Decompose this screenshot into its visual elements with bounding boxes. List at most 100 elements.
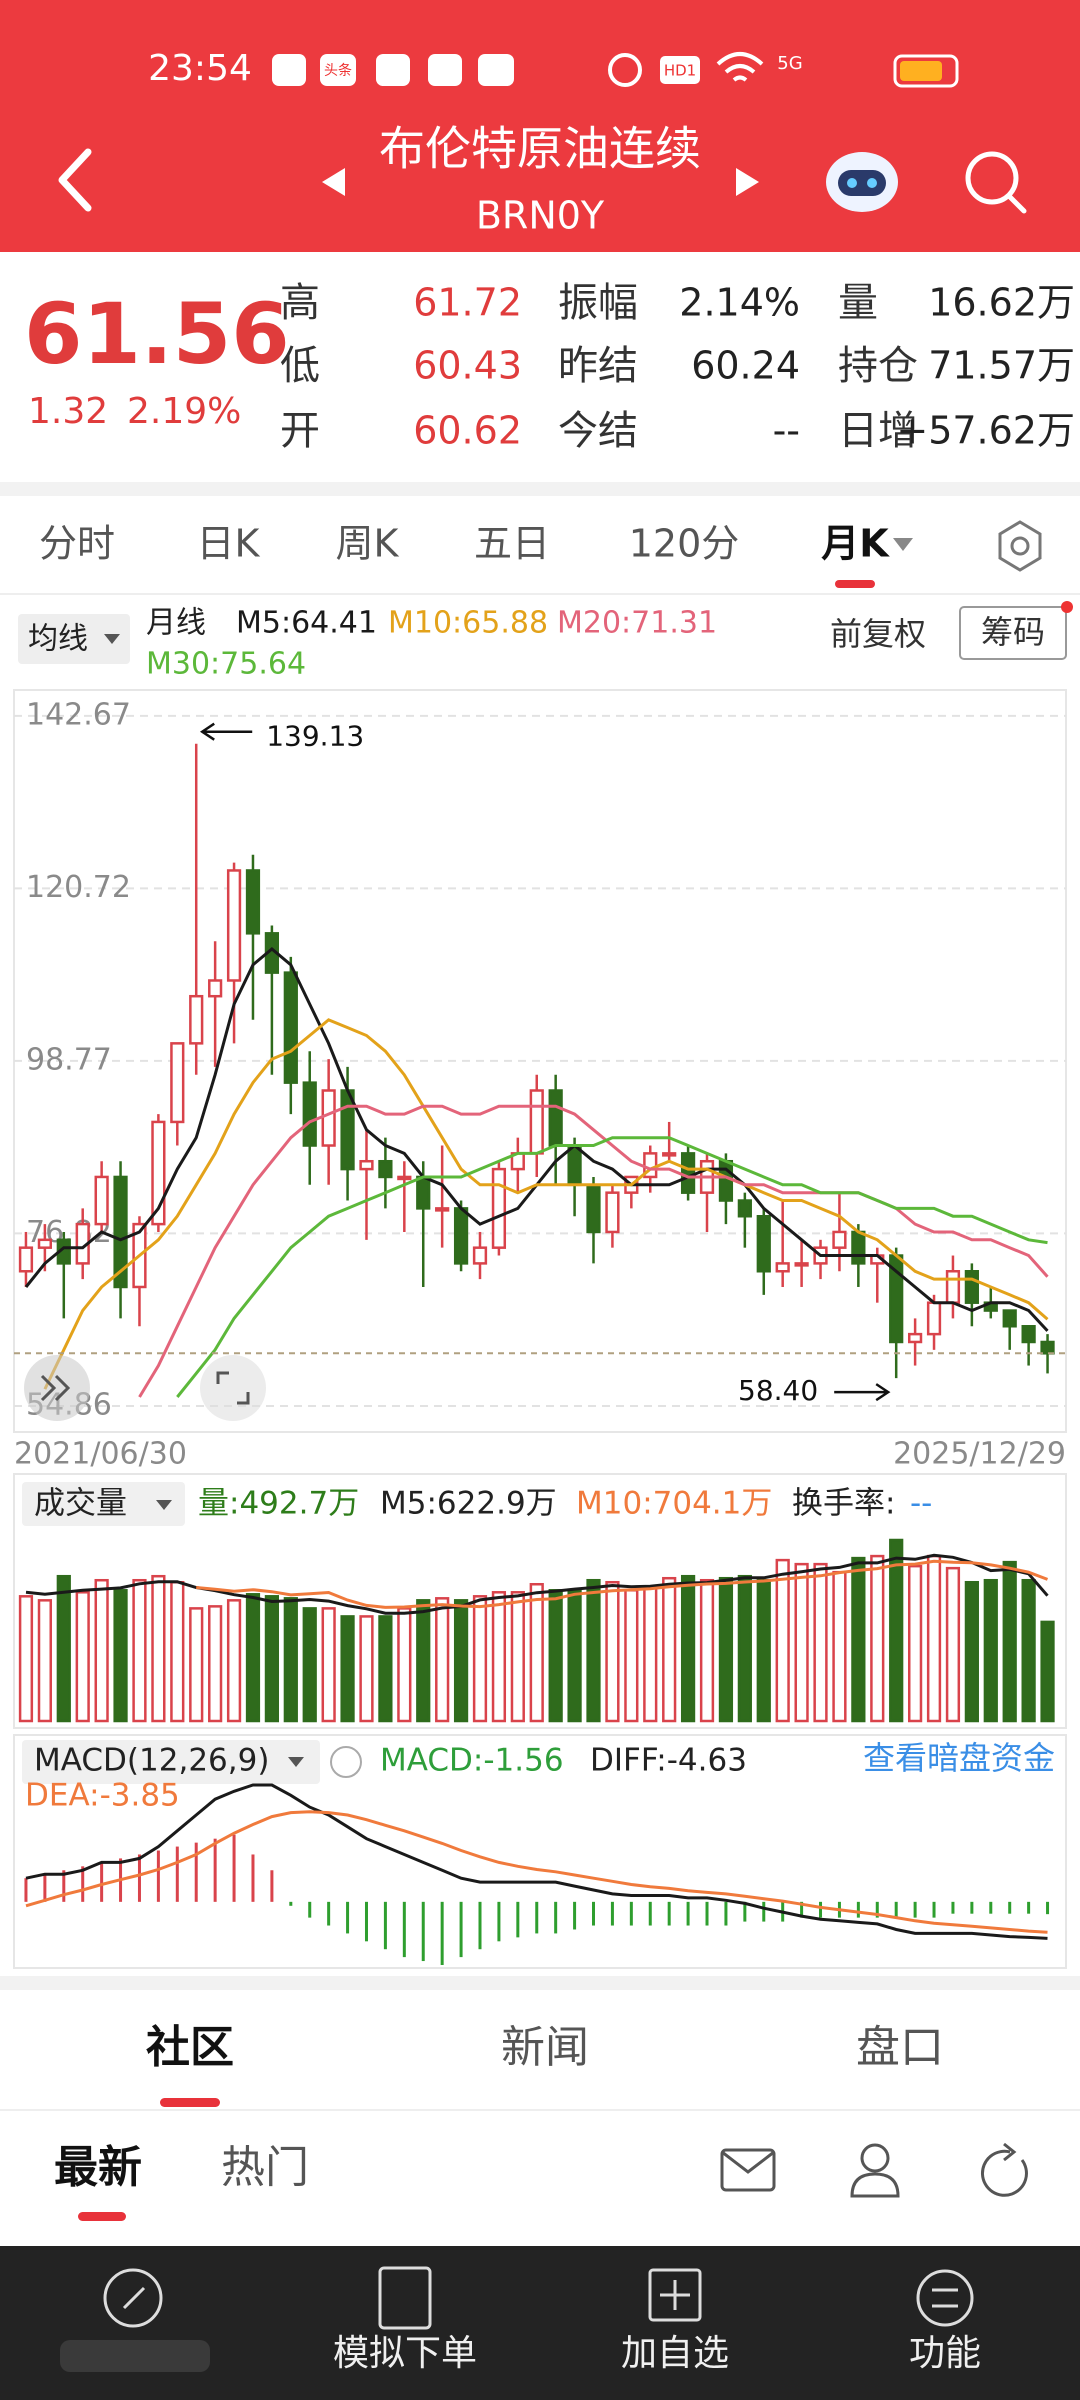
macd-bar [667,1901,671,1926]
ma-button[interactable] [18,614,130,664]
user-button[interactable] [860,2143,890,2173]
macd-bar [800,1901,804,1918]
search-button[interactable] [965,151,1019,205]
tab[interactable]: 五日 [474,522,550,566]
y-tick-label: 120.72 [26,870,131,905]
nav-icon[interactable] [103,2268,163,2328]
macd-bar [1008,1901,1012,1914]
settings-icon [1010,536,1030,556]
field-value: 60.62 [413,409,522,453]
volume-bar [416,1599,431,1723]
macd-bar [175,1846,179,1902]
nav-label[interactable]: 模拟下单 [333,2333,477,2374]
next-contract[interactable] [736,168,759,196]
volume-bar [340,1615,355,1723]
help-icon[interactable] [330,1746,362,1778]
volume-bar [964,1580,979,1723]
candle-body [302,1081,317,1147]
refresh-icon [1003,2142,1017,2162]
community-tab[interactable]: 新闻 [501,2022,589,2073]
field-value: 60.24 [691,344,800,388]
dropdown-arrow [893,538,913,551]
back-button[interactable] [58,148,92,212]
field-value: 71.57万 [928,344,1075,388]
nav-icon[interactable] [916,2269,974,2327]
change: 1.32 [28,391,108,432]
adjust[interactable]: 前复权 [830,615,926,653]
tab[interactable]: 120分 [629,522,740,566]
macd-bar [856,1901,860,1918]
volume-bar [245,1593,261,1723]
volume-bar [75,1591,90,1723]
candle-body [1002,1309,1017,1328]
macd-bar [497,1901,501,1942]
candle-body [756,1214,771,1273]
volume-bar [529,1582,544,1723]
nav-label[interactable]: 功能 [909,2333,981,2374]
volume-bar [1040,1620,1055,1723]
candle-body [737,1199,752,1218]
macd-bar [62,1870,66,1902]
turnover: -- [910,1486,932,1522]
nav-label[interactable]: 加自选 [621,2333,729,2374]
tab[interactable]: 月K [821,522,890,566]
field-value: 61.72 [413,281,522,325]
field-label: 低 [280,343,320,389]
refresh-button[interactable] [981,2149,1028,2197]
dark-pool-link[interactable]: 查看暗盘资金 [863,1739,1055,1777]
macd-bar [213,1838,217,1902]
volume-button[interactable] [22,1482,185,1526]
macd-bar [421,1901,425,1962]
alarm-icon [608,53,642,87]
assistant-eye [847,178,857,188]
volume-bar [1002,1560,1017,1723]
candle-body [548,1089,563,1147]
expand-button[interactable] [24,1355,90,1421]
tab-underline [78,2212,126,2221]
volume-bar [624,1589,639,1723]
candle-body [605,1191,620,1234]
candle-body [170,1042,185,1124]
settings-button[interactable] [998,520,1042,572]
macd-button[interactable] [22,1740,320,1784]
volume-bar [113,1589,128,1723]
community-tab[interactable]: 盘口 [856,2022,944,2073]
volume-chart [18,1538,1055,1723]
sub-tab[interactable]: 最新 [54,2142,142,2193]
nav-icon[interactable] [648,2268,702,2322]
sub-tab[interactable]: 热门 [221,2142,309,2193]
hd-icon [660,56,700,84]
tab[interactable]: 日K [197,522,261,566]
tab[interactable]: 分时 [39,522,115,566]
plus-icon [660,2280,690,2310]
menu-icon [932,2288,958,2308]
macd-panel [13,1734,1067,1969]
volume-bar [794,1562,809,1723]
prev-contract[interactable] [322,168,345,196]
dropdown-arrow [288,1757,304,1767]
community-tab[interactable]: 社区 [146,2022,234,2073]
separator [0,1976,1080,1990]
mail-button[interactable] [720,2148,776,2192]
nav-icon[interactable] [378,2266,432,2330]
battery-level [900,61,942,81]
volume-bar [453,1599,469,1723]
tab[interactable]: 周K [336,522,400,566]
candle-body [208,979,223,998]
chips-button[interactable] [959,606,1067,660]
volume-bar [680,1574,696,1723]
macd-bar [573,1901,577,1930]
mail-icon [721,2150,775,2174]
volume-bar [321,1607,336,1723]
volume-bar [567,1589,582,1723]
field-value: +57.62万 [896,409,1075,453]
period-tabs: 分时 日K 周K 五日 120分 月K [39,522,913,588]
macd-bar [535,1901,539,1934]
candle-body [1040,1340,1055,1355]
ma-button-label: 均线 [28,622,88,657]
volume-bar [586,1578,601,1723]
macd-legend: DEA:-3.85 [25,1778,180,1814]
fullscreen-button[interactable] [200,1355,266,1421]
macd-bar [1046,1901,1050,1915]
